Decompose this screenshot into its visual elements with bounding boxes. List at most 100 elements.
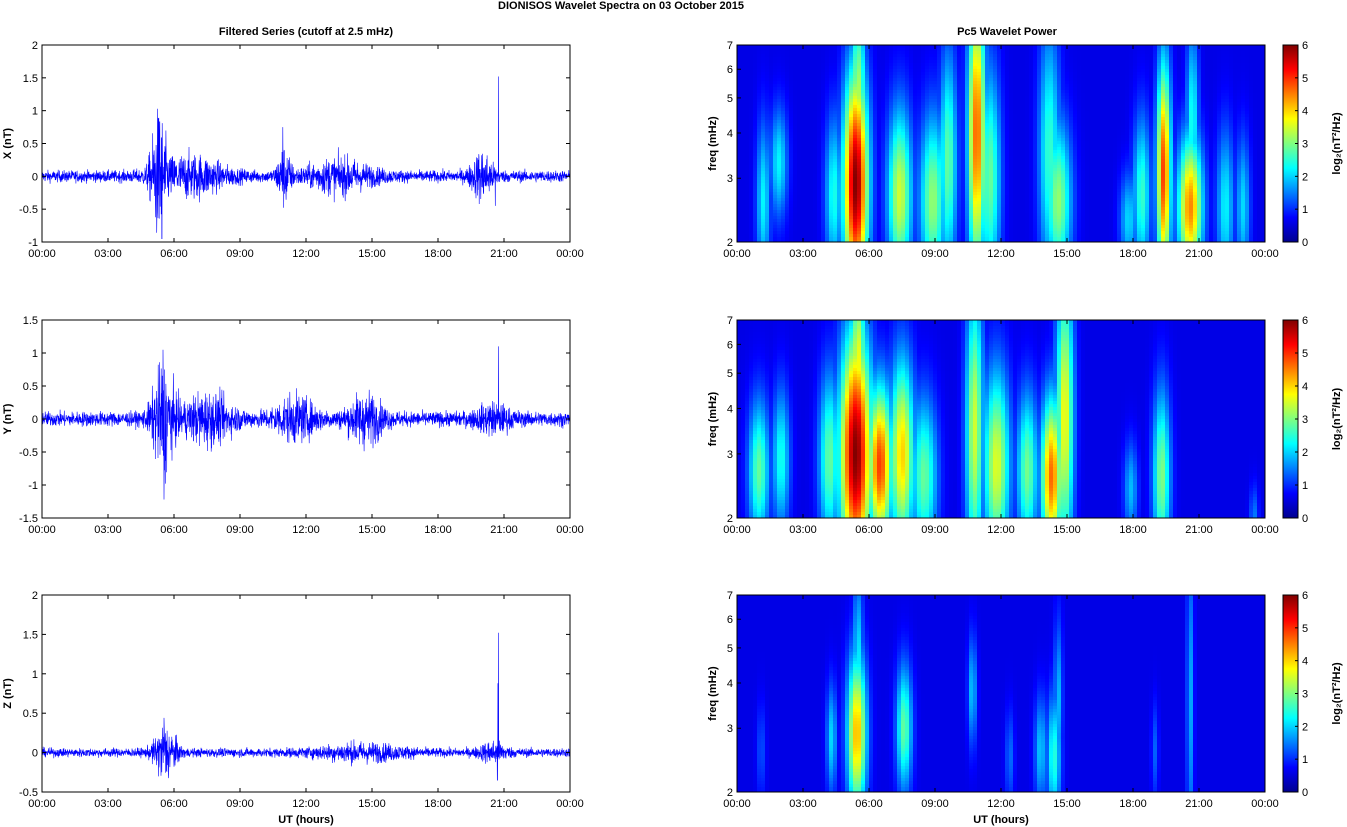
- power-cell: [1125, 90, 1129, 93]
- power-cell: [1049, 84, 1053, 87]
- power-cell: [777, 96, 781, 99]
- power-cell: [749, 54, 753, 57]
- power-cell: [1073, 78, 1077, 81]
- power-cell: [1209, 66, 1213, 69]
- power-cell: [737, 48, 741, 51]
- power-cell: [901, 60, 905, 63]
- power-cell: [1109, 78, 1113, 81]
- power-cell: [1085, 66, 1089, 69]
- power-cell: [1189, 60, 1193, 63]
- y-tick-label: 2: [32, 590, 38, 602]
- power-cell: [929, 90, 933, 93]
- power-cell: [1213, 102, 1217, 105]
- power-cell: [861, 84, 865, 87]
- power-cell: [969, 90, 973, 93]
- power-cell: [1161, 93, 1165, 96]
- power-cell: [789, 87, 793, 90]
- power-cell: [1213, 108, 1217, 111]
- y-tick-label: 0.5: [23, 139, 38, 151]
- power-cell: [969, 57, 973, 60]
- power-cell: [1153, 99, 1157, 102]
- power-cell: [905, 48, 909, 51]
- power-cell: [813, 78, 817, 81]
- power-cell: [1077, 93, 1081, 96]
- power-cell: [1021, 96, 1025, 99]
- power-cell: [941, 108, 945, 111]
- power-cell: [1117, 105, 1121, 108]
- power-cell: [893, 102, 897, 105]
- power-cell: [809, 72, 813, 75]
- power-cell: [925, 84, 929, 87]
- power-cell: [789, 72, 793, 75]
- power-cell: [877, 99, 881, 102]
- power-cell: [1221, 87, 1225, 90]
- power-cell: [801, 84, 805, 87]
- power-cell: [1141, 78, 1145, 81]
- power-cell: [1113, 72, 1117, 75]
- power-cell: [933, 69, 937, 72]
- power-cell: [917, 54, 921, 57]
- power-cell: [813, 87, 817, 90]
- power-cell: [1113, 93, 1117, 96]
- power-cell: [941, 48, 945, 51]
- power-cell: [1045, 66, 1049, 69]
- power-cell: [745, 81, 749, 84]
- power-cell: [1185, 57, 1189, 60]
- power-cell: [1173, 102, 1177, 105]
- power-cell: [965, 75, 969, 78]
- power-cell: [1117, 90, 1121, 93]
- power-cell: [833, 105, 837, 108]
- power-cell: [1201, 90, 1205, 93]
- power-cell: [1085, 93, 1089, 96]
- power-cell: [893, 57, 897, 60]
- power-cell: [1149, 93, 1153, 96]
- power-cell: [1089, 105, 1093, 108]
- power-cell: [925, 57, 929, 60]
- power-cell: [1069, 48, 1073, 51]
- power-cell: [1021, 99, 1025, 102]
- power-cell: [1217, 72, 1221, 75]
- x-tick-label: 12:00: [292, 798, 320, 810]
- power-cell: [813, 48, 817, 51]
- power-cell: [909, 66, 913, 69]
- power-cell: [1009, 105, 1013, 108]
- power-cell: [1053, 51, 1057, 54]
- power-cell: [1109, 99, 1113, 102]
- power-cell: [833, 96, 837, 99]
- power-cell: [881, 84, 885, 87]
- power-cell: [1069, 72, 1073, 75]
- power-cell: [769, 75, 773, 78]
- power-cell: [773, 51, 777, 54]
- power-cell: [981, 84, 985, 87]
- power-cell: [1033, 102, 1037, 105]
- power-cell: [997, 63, 1001, 66]
- power-cell: [1145, 60, 1149, 63]
- power-cell: [1189, 108, 1193, 111]
- power-cell: [1113, 75, 1117, 78]
- power-cell: [1229, 75, 1233, 78]
- power-cell: [773, 105, 777, 108]
- power-cell: [897, 99, 901, 102]
- power-cell: [1121, 81, 1125, 84]
- power-cell: [1037, 48, 1041, 51]
- power-cell: [929, 78, 933, 81]
- power-cell: [905, 63, 909, 66]
- power-cell: [953, 72, 957, 75]
- power-cell: [961, 108, 965, 111]
- power-cell: [1201, 84, 1205, 87]
- power-cell: [873, 96, 877, 99]
- power-cell: [809, 63, 813, 66]
- power-cell: [1117, 66, 1121, 69]
- power-cell: [929, 54, 933, 57]
- power-cell: [765, 96, 769, 99]
- power-cell: [845, 90, 849, 93]
- power-cell: [905, 51, 909, 54]
- power-cell: [949, 63, 953, 66]
- power-cell: [1045, 75, 1049, 78]
- power-cell: [781, 66, 785, 69]
- power-cell: [765, 48, 769, 51]
- power-cell: [1073, 105, 1077, 108]
- power-cell: [877, 96, 881, 99]
- power-cell: [961, 93, 965, 96]
- power-cell: [973, 48, 977, 51]
